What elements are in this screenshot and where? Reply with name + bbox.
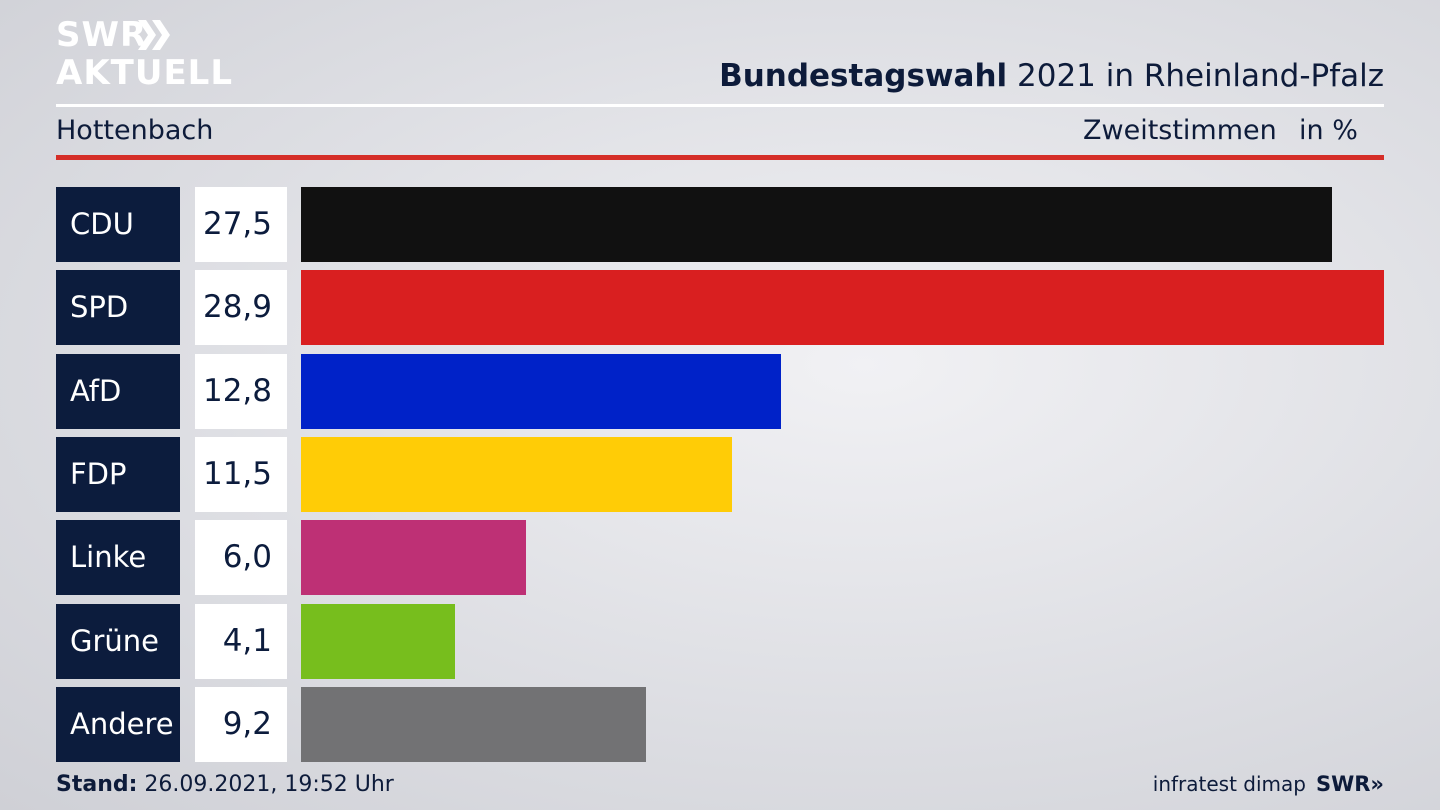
party-label: Linke: [56, 520, 180, 595]
source-name: infratest dimap: [1152, 772, 1306, 796]
bar-row-fdp: FDP 11,5: [56, 437, 1384, 512]
bar: [301, 520, 526, 595]
swr-aktuell-logo: SWR AKTUELL: [56, 15, 232, 92]
party-label: Andere: [56, 687, 180, 762]
party-label: SPD: [56, 270, 180, 345]
metric-label: Zweitstimmen: [1083, 115, 1277, 146]
logo-swr-text: SWR: [56, 15, 148, 55]
bar-row-linke: Linke 6,0: [56, 520, 1384, 595]
footer-swr-logo: SWR»: [1315, 772, 1384, 796]
red-divider: [56, 155, 1384, 160]
party-label: FDP: [56, 437, 180, 512]
value-label: 9,2: [195, 687, 287, 762]
header-divider: [56, 104, 1384, 107]
logo-aktuell-text: AKTUELL: [56, 53, 234, 93]
party-label: Grüne: [56, 604, 180, 679]
bar: [301, 354, 781, 429]
unit-label: in %: [1299, 115, 1358, 146]
bar-row-afd: AfD 12,8: [56, 354, 1384, 429]
region-name: Hottenbach: [56, 115, 214, 146]
bar-row-spd: SPD 28,9: [56, 270, 1384, 345]
chart-title: Bundestagswahl 2021 in Rheinland-Pfalz: [719, 58, 1384, 94]
bar: [301, 187, 1332, 262]
value-label: 11,5: [195, 437, 287, 512]
value-label: 28,9: [195, 270, 287, 345]
bar-row-cdu: CDU 27,5: [56, 187, 1384, 262]
bar: [301, 604, 455, 679]
stand-label: Stand:: [56, 772, 138, 797]
title-rest: 2021 in Rheinland-Pfalz: [1007, 58, 1384, 94]
timestamp: Stand: 26.09.2021, 19:52 Uhr: [56, 772, 394, 797]
value-label: 27,5: [195, 187, 287, 262]
bar: [301, 270, 1384, 345]
value-label: 4,1: [195, 604, 287, 679]
double-chevron-icon: [138, 20, 170, 50]
source-credit: infratest dimap SWR»: [1153, 772, 1384, 796]
bar: [301, 437, 732, 512]
stand-value: 26.09.2021, 19:52 Uhr: [137, 772, 394, 797]
bar-row-andere: Andere 9,2: [56, 687, 1384, 762]
value-label: 6,0: [195, 520, 287, 595]
value-label: 12,8: [195, 354, 287, 429]
bar: [301, 687, 646, 762]
party-label: CDU: [56, 187, 180, 262]
bar-row-grüne: Grüne 4,1: [56, 604, 1384, 679]
party-label: AfD: [56, 354, 180, 429]
title-bold: Bundestagswahl: [719, 58, 1008, 94]
